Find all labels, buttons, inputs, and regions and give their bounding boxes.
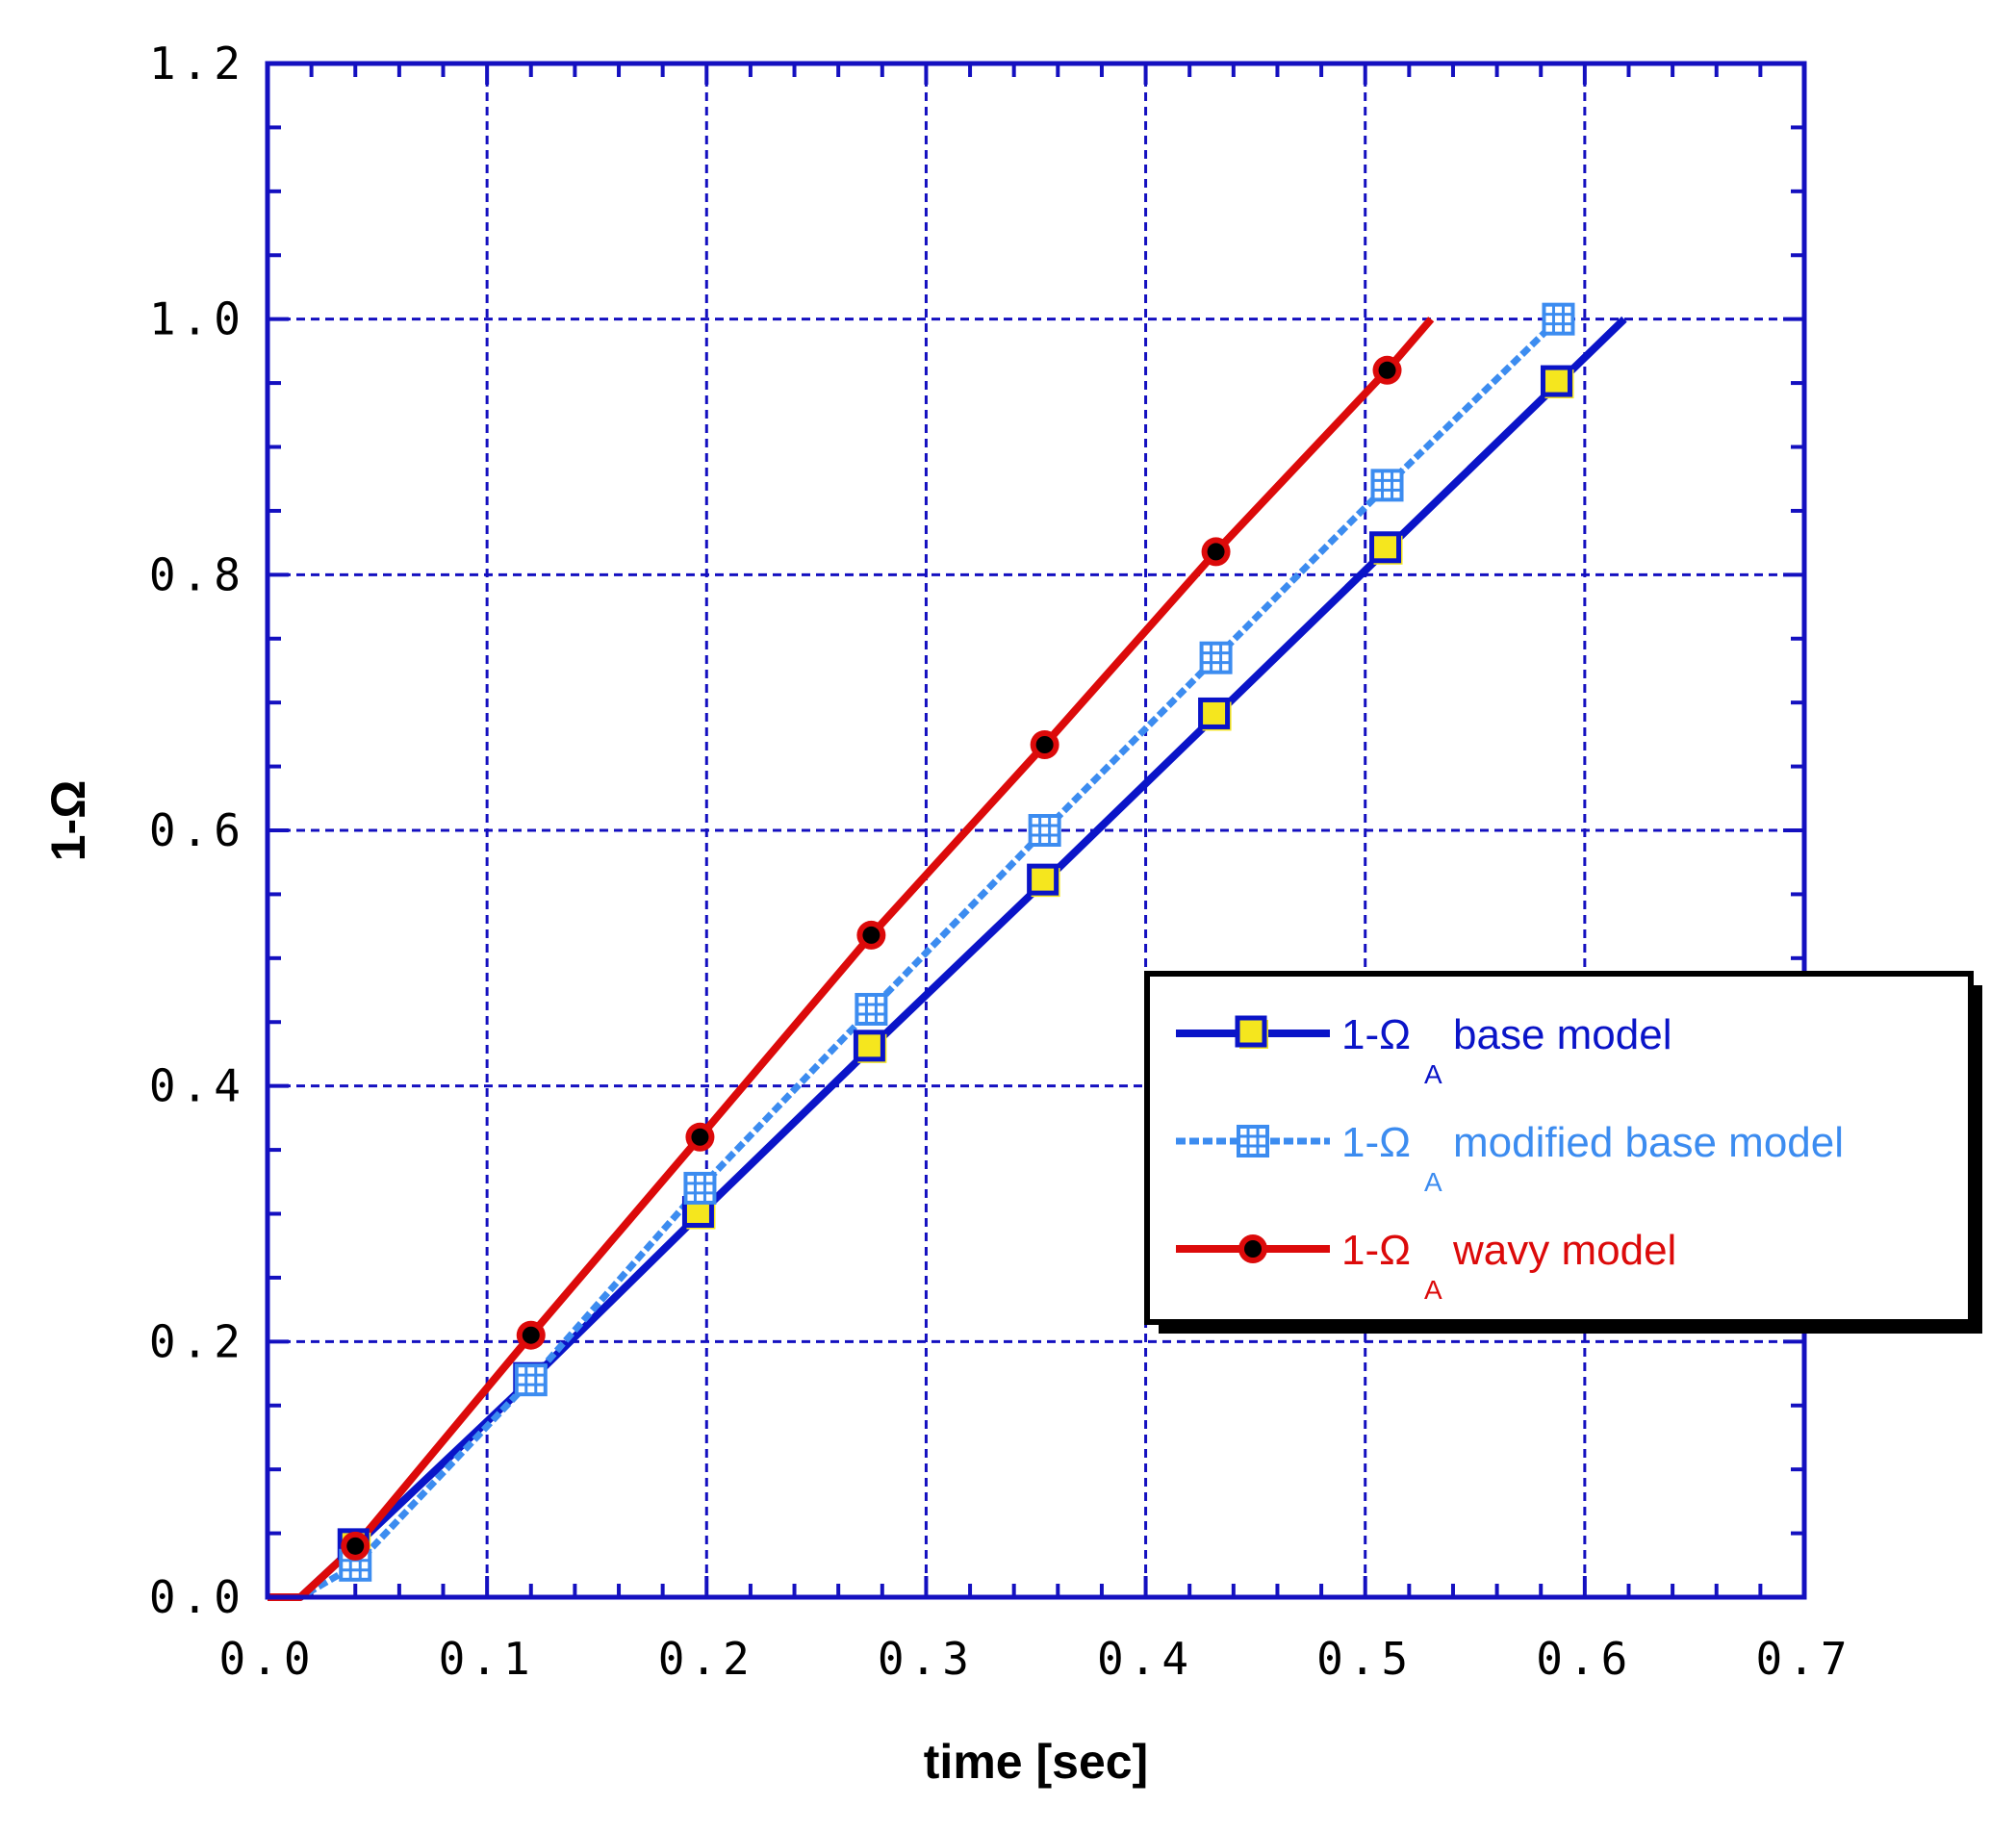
- legend-label-suffix: modified base model: [1453, 1119, 1844, 1166]
- legend-marker-2: [1237, 1125, 1269, 1157]
- plot-frame: [265, 61, 1807, 1600]
- series-marker-2: [855, 992, 888, 1026]
- y-tick-label: 0.4: [149, 1060, 246, 1112]
- series-marker-3: [516, 1320, 546, 1350]
- series-line-2: [268, 317, 1561, 1601]
- marker-outline: [1237, 1125, 1269, 1157]
- series-marker-3: [1372, 355, 1402, 385]
- legend-label-prefix: 1-Ω: [1341, 1119, 1411, 1166]
- marker-dot: [346, 1537, 365, 1555]
- y-tick-label: 0.2: [149, 1315, 246, 1367]
- grid-lines: [268, 64, 1804, 1597]
- series-marker-2: [1542, 302, 1575, 336]
- x-tick-label: 0.5: [1316, 1633, 1414, 1685]
- series-marker-2: [683, 1171, 717, 1205]
- legend-label-prefix: 1-Ω: [1341, 1227, 1411, 1274]
- legend-label-suffix: wavy model: [1452, 1227, 1676, 1274]
- series-marker-3: [1030, 730, 1059, 760]
- series-marker-1: [1369, 531, 1403, 565]
- marker-outline: [1542, 302, 1575, 336]
- series-marker-2: [1028, 814, 1061, 847]
- marker-dot: [1035, 736, 1054, 754]
- series-marker-3: [1201, 537, 1231, 567]
- legend-label-prefix: 1-Ω: [1341, 1011, 1411, 1058]
- x-tick-label: 0.6: [1536, 1633, 1633, 1685]
- marker-outline: [683, 1171, 717, 1205]
- legend-marker-1: [1235, 1015, 1268, 1049]
- y-tick-label: 0.6: [149, 804, 246, 856]
- marker-dot: [1244, 1240, 1262, 1258]
- marker-outline: [1540, 365, 1572, 397]
- marker-outline: [1199, 641, 1233, 674]
- series-marker-2: [1199, 641, 1233, 674]
- marker-dot: [1378, 361, 1396, 379]
- marker-dot: [862, 926, 880, 944]
- series-marker-3: [856, 920, 886, 950]
- series-marker-3: [341, 1531, 370, 1561]
- marker-outline: [1369, 531, 1402, 564]
- x-tick-label: 0.3: [878, 1633, 975, 1685]
- series-marker-1: [1027, 863, 1060, 898]
- series-marker-2: [514, 1363, 548, 1397]
- series-marker-1: [1198, 697, 1232, 731]
- marker-outline: [1370, 469, 1404, 502]
- series-lines: [268, 316, 1627, 1601]
- marker-dot: [691, 1128, 709, 1146]
- y-tick-label: 0.8: [149, 548, 246, 600]
- y-tick-label: 1.2: [149, 38, 246, 89]
- y-tick-labels: 0.0 0.2 0.4 0.6 0.8 1.0 1.2: [149, 38, 246, 1623]
- series-marker-2: [1370, 469, 1404, 502]
- series-line-3: [268, 317, 1435, 1601]
- series-marker-1: [1540, 365, 1574, 399]
- marker-dot: [522, 1326, 540, 1344]
- marker-outline: [514, 1363, 548, 1397]
- series-markers: [337, 302, 1575, 1582]
- y-axis-title: 1-Ω: [41, 780, 95, 862]
- marker-outline: [853, 1030, 885, 1062]
- x-axis-title: time [sec]: [924, 1735, 1148, 1789]
- y-tick-label: 1.0: [149, 293, 246, 345]
- marker-dot: [1207, 543, 1225, 561]
- x-tick-label: 0.0: [218, 1633, 316, 1685]
- x-tick-label: 0.2: [658, 1633, 755, 1685]
- legend-label-sub: A: [1424, 1167, 1442, 1197]
- legend-label-suffix: base model: [1453, 1011, 1671, 1058]
- y-tick-label: 0.0: [149, 1571, 246, 1623]
- marker-outline: [855, 992, 888, 1026]
- marker-outline: [1235, 1015, 1267, 1048]
- marker-outline: [1028, 814, 1061, 847]
- x-tick-label: 0.1: [439, 1633, 536, 1685]
- legend-label-sub: A: [1424, 1059, 1442, 1089]
- series-marker-1: [853, 1030, 887, 1063]
- legend-label-sub: A: [1424, 1275, 1442, 1305]
- legend-marker-3: [1238, 1234, 1267, 1263]
- x-tick-labels: 0.0 0.1 0.2 0.3 0.4 0.5 0.6 0.7: [218, 1633, 1852, 1685]
- x-tick-label: 0.7: [1755, 1633, 1852, 1685]
- x-tick-label: 0.4: [1097, 1633, 1194, 1685]
- series-marker-3: [685, 1122, 715, 1152]
- marker-outline: [1027, 863, 1059, 896]
- marker-outline: [1198, 697, 1231, 729]
